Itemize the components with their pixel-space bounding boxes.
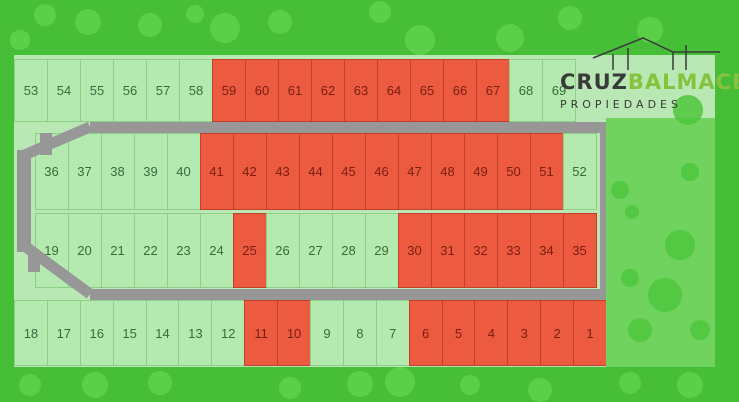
bush [75,9,101,35]
lot-52: 52 [562,133,597,210]
park-tree [673,95,703,125]
bush [186,5,204,23]
lot-12: 12 [211,300,246,366]
bush [19,374,41,396]
bush [138,13,162,37]
lot-16: 16 [79,300,114,366]
lot-47: 47 [397,133,432,210]
logo-name: CRUZBALMACEDA [560,70,739,94]
bush [558,6,582,30]
lot-43: 43 [265,133,300,210]
lot-23: 23 [166,213,201,288]
bush [405,25,435,55]
bush [460,375,480,395]
park-tree [611,181,629,199]
lot-69: 69 [542,59,576,122]
lot-29: 29 [364,213,399,288]
lot-65: 65 [410,59,444,122]
lot-10: 10 [277,300,311,366]
lot-3: 3 [507,300,542,366]
park-tree [681,163,699,181]
lot-56: 56 [113,59,147,122]
lot-32: 32 [463,213,498,288]
lot-39: 39 [133,133,168,210]
logo-name-part1: CRUZ [560,70,628,94]
lot-30: 30 [397,213,432,288]
house-outline-icon [592,37,720,70]
bush [528,378,552,402]
bush [82,372,108,398]
lot-63: 63 [344,59,378,122]
lot-66: 66 [443,59,477,122]
bush [347,371,373,397]
lot-38: 38 [100,133,135,210]
bush [10,30,30,50]
road-segment [19,121,93,162]
lot-27: 27 [298,213,333,288]
lot-64: 64 [377,59,411,122]
lot-5: 5 [441,300,476,366]
lot-24: 24 [199,213,234,288]
lot-17: 17 [46,300,81,366]
bush [279,377,301,399]
bush [619,372,641,394]
lot-62: 62 [311,59,345,122]
bush [385,367,415,397]
bush [210,13,240,43]
lot-8: 8 [342,300,377,366]
lot-14: 14 [145,300,180,366]
lot-1: 1 [573,300,607,366]
lot-11: 11 [244,300,279,366]
park-tree [690,320,710,340]
bush [34,4,56,26]
lot-54: 54 [47,59,81,122]
lot-48: 48 [430,133,465,210]
road-segment [90,122,610,133]
lot-50: 50 [496,133,531,210]
lot-13: 13 [178,300,213,366]
park-tree [648,278,682,312]
park-tree [628,318,652,342]
road-segment [17,150,31,252]
road-segment [90,289,610,300]
lot-49: 49 [463,133,498,210]
lot-7: 7 [375,300,410,366]
park-tree [621,269,639,287]
lot-15: 15 [112,300,147,366]
lot-9: 9 [310,300,344,366]
lot-22: 22 [133,213,168,288]
lot-68: 68 [509,59,543,122]
lot-51: 51 [529,133,564,210]
bush [268,10,292,34]
bush [677,372,703,398]
lot-59: 59 [212,59,246,122]
lot-60: 60 [245,59,279,122]
bush [496,24,524,52]
logo-tagline: PROPIEDADES [560,98,682,111]
bush [369,1,391,23]
lot-2: 2 [540,300,575,366]
lot-61: 61 [278,59,312,122]
lot-31: 31 [430,213,465,288]
lot-35: 35 [562,213,597,288]
park-tree [665,230,695,260]
company-logo: CRUZBALMACEDA PROPIEDADES [558,37,739,120]
lot-42: 42 [232,133,267,210]
lot-46: 46 [364,133,399,210]
bush [148,371,172,395]
road-segment [18,239,94,299]
logo-name-part2: BALMACEDA [627,70,739,94]
park-tree [625,205,639,219]
lot-18: 18 [14,300,48,366]
lot-26: 26 [265,213,300,288]
lot-45: 45 [331,133,366,210]
